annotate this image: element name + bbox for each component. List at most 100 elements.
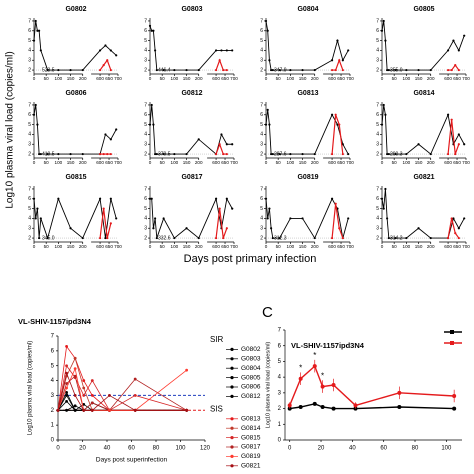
data-point: [185, 152, 188, 156]
x-tick-label: 50: [160, 244, 166, 249]
x-tick-label: 200: [311, 160, 319, 165]
x-tick-label: 650: [453, 160, 461, 165]
data-point: [220, 133, 223, 136]
x-tick-label: 100: [171, 160, 179, 165]
data-point: [148, 24, 152, 27]
y-tick-label: 3: [144, 226, 147, 232]
data-point: [457, 236, 460, 240]
y-tick-label: 7: [28, 186, 31, 192]
y-tick-label: 4: [28, 48, 31, 54]
data-point: [46, 68, 49, 72]
data-point: [154, 49, 157, 52]
legend-marker: [230, 366, 234, 370]
data-point: [115, 217, 118, 220]
data-point: [457, 49, 460, 52]
data-point: [289, 152, 292, 156]
data-point: [312, 401, 317, 406]
data-point: [446, 49, 450, 52]
y-tick-label: 4: [260, 216, 263, 222]
x-tick-label: 600: [96, 244, 104, 249]
data-point: [454, 152, 457, 156]
data-point: [446, 113, 450, 116]
data-point: [384, 39, 387, 42]
y-tick-label: 4: [51, 378, 55, 384]
data-point: [90, 408, 94, 412]
data-point: [405, 68, 408, 72]
data-point: [152, 123, 155, 126]
data-point: [73, 374, 77, 378]
data-point: [417, 227, 420, 230]
data-point: [450, 68, 453, 72]
data-point: [150, 103, 153, 107]
data-point: [450, 118, 453, 121]
data-point: [73, 404, 77, 408]
data-point: [185, 227, 188, 230]
x-tick-label: 20: [79, 446, 86, 452]
y-tick-label: 4: [278, 375, 282, 381]
chart-title: G0812: [181, 90, 202, 97]
x-tick-label: 200: [311, 76, 319, 81]
y-tick-label: 2: [260, 67, 263, 73]
y-tick-label: 7: [260, 186, 263, 192]
data-point: [90, 401, 94, 405]
data-point: [397, 390, 402, 395]
series-line: [447, 218, 460, 239]
x-tick-label: 200: [311, 244, 319, 249]
data-point: [287, 403, 292, 408]
data-point: [225, 227, 228, 230]
y-axis-label: Log10 plasma viral load (copies/ml): [265, 342, 271, 429]
x-tick-label: 650: [337, 244, 345, 249]
data-point: [341, 236, 344, 240]
data-point: [57, 197, 60, 200]
data-point: [81, 68, 84, 72]
x-tick-label: 150: [299, 160, 307, 165]
data-point: [231, 207, 234, 210]
x-axis-label: Days post superinfection: [96, 457, 168, 464]
x-tick-label: 150: [183, 76, 191, 81]
x-tick-label: 700: [230, 76, 238, 81]
legend-label: G0805: [241, 374, 261, 381]
y-tick-label: 5: [28, 38, 31, 44]
data-point: [81, 236, 84, 240]
data-point: [38, 29, 41, 32]
data-point: [394, 236, 397, 240]
panel-label: C: [262, 304, 273, 321]
y-tick-label: 3: [144, 142, 147, 148]
data-point: [301, 217, 304, 220]
y-tick-label: 2: [28, 235, 31, 241]
data-point: [82, 394, 86, 397]
data-point: [104, 44, 107, 47]
data-point: [36, 29, 39, 32]
series-line: [331, 203, 344, 239]
data-point: [32, 39, 36, 42]
y-tick-label: 7: [144, 186, 147, 192]
data-point: [312, 364, 317, 369]
legend-label: G0815: [241, 434, 261, 441]
x-tick-label: 100: [171, 76, 179, 81]
x-tick-label: 50: [160, 76, 166, 81]
legend-marker: [230, 357, 234, 361]
data-point: [82, 408, 86, 412]
data-point: [109, 222, 112, 225]
data-point: [73, 367, 77, 371]
data-point: [65, 382, 68, 385]
y-tick-label: 6: [144, 112, 147, 118]
data-point: [330, 68, 334, 72]
y-tick-label: 3: [51, 393, 55, 399]
y-tick-label: 6: [28, 196, 31, 202]
data-point: [173, 152, 176, 156]
data-point: [301, 68, 304, 72]
x-tick-label: 0: [288, 446, 292, 452]
y-tick-label: 0: [51, 438, 55, 444]
x-tick-label: 600: [96, 76, 104, 81]
data-point: [173, 68, 176, 72]
series-line: [57, 367, 187, 411]
y-tick-label: 5: [51, 363, 55, 369]
x-tick-label: 0: [149, 160, 152, 165]
data-point: [330, 113, 334, 116]
data-point: [387, 68, 390, 72]
data-point: [225, 152, 228, 156]
x-tick-label: 200: [195, 160, 203, 165]
data-point: [264, 123, 268, 126]
data-point: [197, 138, 200, 141]
